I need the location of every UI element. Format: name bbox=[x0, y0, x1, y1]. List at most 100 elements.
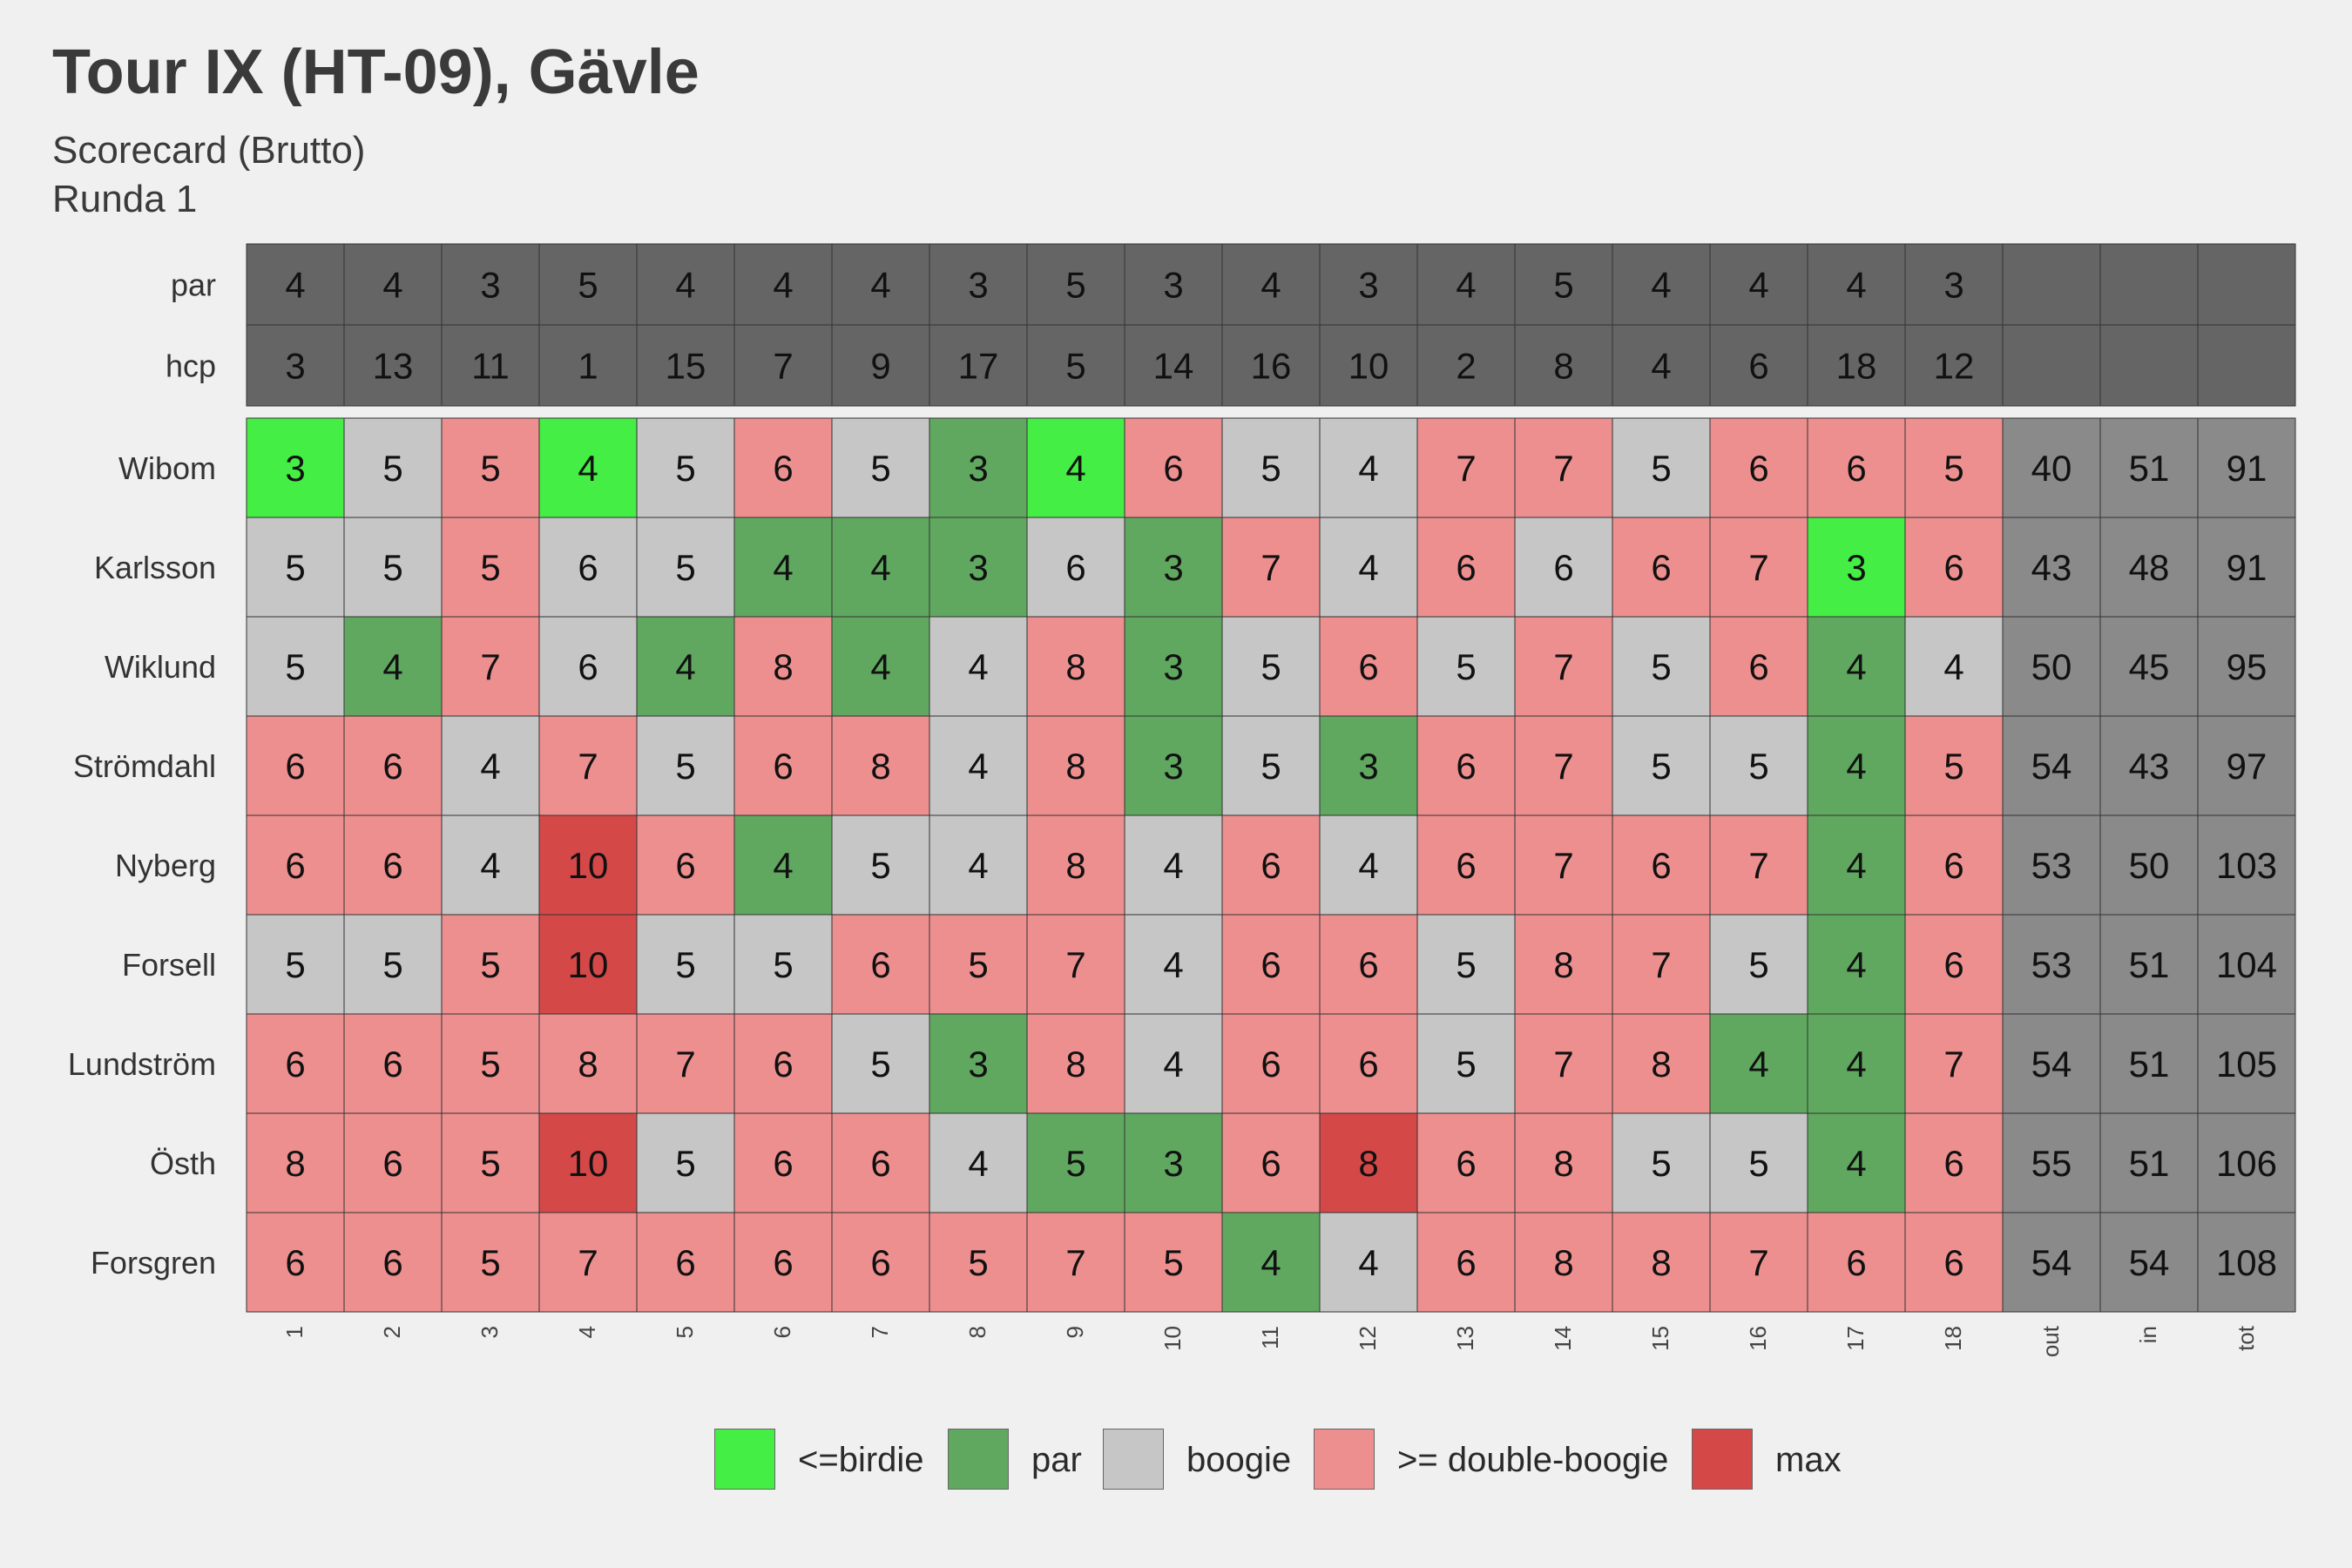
score-cell bbox=[733, 517, 833, 618]
legend-swatch bbox=[948, 1429, 1009, 1490]
score-cell-label: 5 bbox=[1163, 1242, 1183, 1283]
score-cell-label: 6 bbox=[1456, 1143, 1476, 1184]
score-cell-label: 3 bbox=[1846, 547, 1866, 588]
score-cell-label: 4 bbox=[1260, 1242, 1281, 1283]
hcp-cell-label: 16 bbox=[1251, 346, 1292, 387]
hcp-cell-label: 9 bbox=[870, 346, 890, 387]
score-cell bbox=[246, 616, 345, 717]
score-cell-label: 6 bbox=[773, 448, 793, 489]
total-cell-label: 54 bbox=[2031, 1044, 2072, 1085]
score-cell bbox=[343, 417, 443, 518]
hcp-cell bbox=[636, 324, 735, 407]
score-cell bbox=[1709, 1112, 1808, 1213]
score-cell bbox=[1416, 1013, 1516, 1114]
player-name: Forsell bbox=[122, 947, 216, 983]
score-cell bbox=[1124, 1013, 1223, 1114]
score-cell bbox=[538, 914, 638, 1015]
score-cell bbox=[1612, 814, 1711, 916]
score-cell-label: 7 bbox=[1065, 944, 1085, 985]
total-cell bbox=[2099, 1013, 2199, 1114]
total-cell-label: 55 bbox=[2031, 1143, 2072, 1184]
score-cell-label: 4 bbox=[968, 746, 988, 787]
score-cell bbox=[1514, 715, 1613, 816]
score-cell-label: 4 bbox=[968, 646, 988, 687]
score-cell-label: 4 bbox=[480, 845, 500, 886]
score-cell bbox=[1904, 715, 2004, 816]
score-cell-label: 5 bbox=[1943, 448, 1963, 489]
column-tick-label: 5 bbox=[672, 1326, 698, 1338]
score-cell bbox=[831, 417, 930, 518]
score-cell-label: 3 bbox=[1163, 547, 1183, 588]
score-cell-label: 4 bbox=[968, 845, 988, 886]
score-cell bbox=[538, 1212, 638, 1313]
score-cell-label: 4 bbox=[1748, 1044, 1768, 1085]
score-cell-label: 5 bbox=[382, 448, 402, 489]
score-cell bbox=[929, 715, 1028, 816]
par-cell-label: 3 bbox=[1943, 265, 1963, 306]
score-cell bbox=[733, 1212, 833, 1313]
column-tick-label: out bbox=[2038, 1325, 2064, 1357]
score-cell bbox=[636, 1112, 735, 1213]
chart-round-label: Runda 1 bbox=[52, 178, 198, 220]
score-cell-label: 4 bbox=[1163, 944, 1183, 985]
column-tick-label: 2 bbox=[379, 1326, 405, 1338]
score-cell bbox=[1416, 914, 1516, 1015]
hcp-cell bbox=[1807, 324, 1906, 407]
score-cell-label: 8 bbox=[1065, 646, 1085, 687]
total-cell bbox=[2099, 814, 2199, 916]
hcp-cell bbox=[2197, 324, 2296, 407]
score-cell bbox=[1319, 715, 1418, 816]
score-cell bbox=[441, 517, 540, 618]
score-cell-label: 5 bbox=[1456, 944, 1476, 985]
total-cell-label: 108 bbox=[2216, 1242, 2277, 1283]
hcp-cell-label: 5 bbox=[1065, 346, 1085, 387]
score-cell-label: 6 bbox=[1846, 448, 1866, 489]
score-cell bbox=[1904, 914, 2004, 1015]
score-cell-label: 8 bbox=[1358, 1143, 1378, 1184]
score-cell-label: 7 bbox=[1553, 1044, 1573, 1085]
score-cell-label: 6 bbox=[1358, 646, 1378, 687]
score-cell-label: 6 bbox=[1943, 547, 1963, 588]
legend-label: <=birdie bbox=[798, 1441, 924, 1479]
total-cell-label: 103 bbox=[2216, 845, 2277, 886]
total-cell bbox=[2099, 417, 2199, 518]
score-cell-label: 7 bbox=[1651, 944, 1671, 985]
hcp-cell bbox=[733, 324, 833, 407]
score-cell-label: 7 bbox=[1456, 448, 1476, 489]
score-cell-label: 5 bbox=[1651, 1143, 1671, 1184]
score-cell bbox=[1124, 517, 1223, 618]
score-cell-label: 5 bbox=[870, 1044, 890, 1085]
score-cell bbox=[1807, 1212, 1906, 1313]
hcp-cell-label: 10 bbox=[1348, 346, 1389, 387]
score-cell-label: 5 bbox=[480, 1143, 500, 1184]
total-cell-label: 51 bbox=[2129, 1143, 2170, 1184]
score-cell bbox=[929, 914, 1028, 1015]
score-cell bbox=[343, 715, 443, 816]
total-cell-label: 50 bbox=[2031, 646, 2072, 687]
score-cell-label: 8 bbox=[870, 746, 890, 787]
score-cell bbox=[246, 1212, 345, 1313]
score-cell bbox=[1221, 616, 1321, 717]
score-cell-label: 7 bbox=[1553, 845, 1573, 886]
score-cell-label: 6 bbox=[578, 646, 598, 687]
hcp-cell-label: 1 bbox=[578, 346, 598, 387]
score-cell-label: 8 bbox=[1553, 1143, 1573, 1184]
hcp-cell bbox=[2099, 324, 2199, 407]
score-cell-label: 6 bbox=[1260, 1044, 1281, 1085]
legend-label: max bbox=[1775, 1441, 1842, 1479]
score-cell bbox=[1026, 616, 1125, 717]
score-cell bbox=[733, 814, 833, 916]
score-cell-label: 7 bbox=[675, 1044, 695, 1085]
score-cell bbox=[1612, 914, 1711, 1015]
score-cell-label: 6 bbox=[1260, 944, 1281, 985]
score-cell bbox=[733, 417, 833, 518]
score-cell-label: 6 bbox=[1260, 1143, 1281, 1184]
score-cell-label: 5 bbox=[480, 448, 500, 489]
score-cell-label: 6 bbox=[1748, 448, 1768, 489]
score-cell-label: 5 bbox=[968, 944, 988, 985]
total-cell-label: 48 bbox=[2129, 547, 2170, 588]
total-cell bbox=[2002, 814, 2101, 916]
score-cell bbox=[1319, 914, 1418, 1015]
score-cell bbox=[1124, 715, 1223, 816]
score-cell-label: 6 bbox=[1943, 944, 1963, 985]
